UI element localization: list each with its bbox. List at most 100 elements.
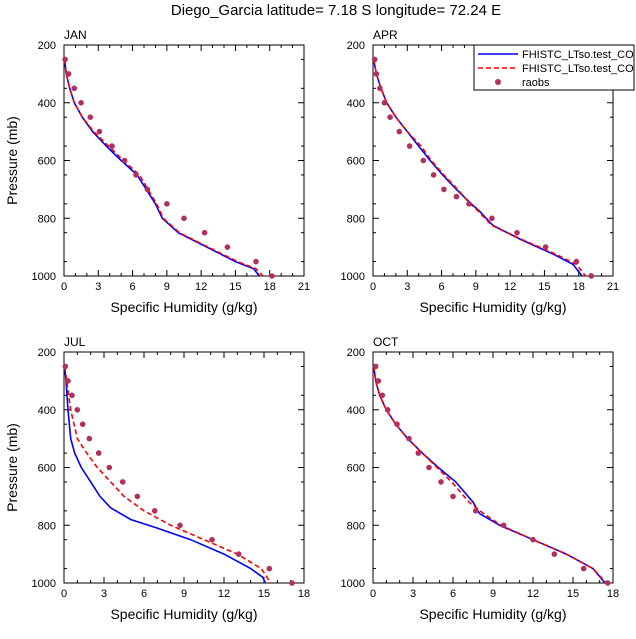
raobs-point xyxy=(95,450,102,456)
x-tick-label: 21 xyxy=(607,281,619,293)
panel-title: OCT xyxy=(373,335,399,349)
x-tick-label: 3 xyxy=(95,281,101,293)
raobs-point xyxy=(489,215,495,222)
panel-title: JUL xyxy=(64,335,86,349)
x-tick-label: 15 xyxy=(567,588,579,600)
y-tick-label: 800 xyxy=(347,213,365,225)
legend-label: FHISTC_LTso.test_CO xyxy=(522,63,634,75)
raobs-point xyxy=(551,551,558,557)
x-tick-label: 0 xyxy=(370,281,376,293)
raobs-point xyxy=(62,56,68,63)
x-tick-label: 12 xyxy=(527,588,539,600)
x-tick-label: 0 xyxy=(370,588,376,600)
raobs-point xyxy=(235,551,242,557)
panel-title: JAN xyxy=(64,28,87,42)
panel-jul: 0 3 6 9 12 15 18 200 400 600 800 1000 JUL Specific Hu… xyxy=(4,335,310,622)
raobs-point xyxy=(65,71,72,77)
x-tick-label: 0 xyxy=(61,281,67,293)
x-tick-label: 3 xyxy=(101,588,107,600)
panel-title: APR xyxy=(373,28,398,42)
y-axis-label: Pressure (mb) xyxy=(4,116,20,205)
raobs-point xyxy=(269,273,275,279)
raobs-point xyxy=(406,435,412,442)
legend-label: raobs xyxy=(522,77,550,89)
y-tick-label: 1000 xyxy=(32,578,56,590)
raobs-point xyxy=(372,363,379,370)
raobs-point xyxy=(580,565,587,572)
y-tick-label: 800 xyxy=(38,520,56,532)
raobs-point xyxy=(406,143,413,149)
y-tick-label: 200 xyxy=(38,347,56,359)
raobs-point xyxy=(375,378,382,384)
raobs-point xyxy=(62,363,69,370)
series-line-dashed xyxy=(373,366,607,583)
raobs-point xyxy=(71,85,78,92)
plot-frame xyxy=(372,351,614,584)
series-line-solid xyxy=(64,366,267,583)
x-tick-label: 9 xyxy=(473,281,479,293)
raobs-point xyxy=(604,580,611,586)
x-tick-label: 6 xyxy=(141,588,147,600)
y-tick-label: 400 xyxy=(347,405,365,417)
panel-oct: 0 3 6 9 12 15 18 200 400 600 800 1000 OCT Specific Hu… xyxy=(341,335,620,622)
y-tick-label: 1000 xyxy=(32,271,56,283)
raobs-point xyxy=(74,407,81,413)
raobs-point xyxy=(69,392,75,399)
raobs-point xyxy=(373,71,380,77)
raobs-point xyxy=(87,114,94,120)
raobs-point xyxy=(384,407,391,413)
raobs-point xyxy=(396,128,403,135)
raobs-point xyxy=(379,392,386,399)
panels: 0 3 6 9 12 15 18 21 200 400 600 800 1000 JAN Specific … xyxy=(4,28,619,622)
raobs-point xyxy=(514,229,520,236)
raobs-point xyxy=(78,100,84,106)
raobs-point xyxy=(106,464,113,471)
raobs-point xyxy=(79,421,86,428)
raobs-point xyxy=(151,508,158,514)
y-tick-label: 200 xyxy=(347,40,365,52)
x-tick-label: 3 xyxy=(404,281,410,293)
panel-apr: 0 3 6 9 12 15 18 21 200 400 600 800 1000 APR Specific … xyxy=(341,28,620,315)
raobs-point xyxy=(430,172,437,178)
raobs-point xyxy=(588,273,595,279)
x-axis-label: Specific Humidity (g/kg) xyxy=(110,299,257,315)
series-line-dashed xyxy=(64,59,264,276)
raobs-point xyxy=(119,479,126,485)
raobs-point xyxy=(542,244,549,250)
raobs-point xyxy=(201,229,208,236)
raobs-point xyxy=(466,201,472,207)
raobs-point xyxy=(377,85,383,92)
raobs-point xyxy=(472,508,479,514)
y-tick-label: 400 xyxy=(347,98,365,110)
raobs-point xyxy=(450,493,456,500)
x-tick-label: 12 xyxy=(218,588,230,600)
series-line-dashed xyxy=(64,366,272,583)
raobs-point xyxy=(441,186,447,193)
raobs-point xyxy=(266,565,273,572)
raobs-point xyxy=(181,215,187,222)
x-tick-label: 18 xyxy=(264,281,276,293)
raobs-point xyxy=(96,128,103,135)
x-tick-label: 12 xyxy=(195,281,207,293)
legend-box xyxy=(473,44,635,91)
x-tick-label: 9 xyxy=(490,588,496,600)
x-tick-label: 3 xyxy=(410,588,416,600)
y-tick-label: 600 xyxy=(38,156,56,168)
y-tick-label: 400 xyxy=(38,98,56,110)
raobs-point xyxy=(121,157,128,164)
y-tick-label: 600 xyxy=(347,156,365,168)
x-tick-label: 15 xyxy=(258,588,270,600)
y-tick-label: 800 xyxy=(38,213,56,225)
raobs-point xyxy=(164,201,170,207)
raobs-point xyxy=(86,435,93,442)
raobs-point xyxy=(65,378,71,384)
x-tick-label: 15 xyxy=(229,281,241,293)
x-axis-label: Specific Humidity (g/kg) xyxy=(110,606,257,622)
raobs-point xyxy=(420,157,427,164)
x-tick-label: 12 xyxy=(504,281,516,293)
panel-jan: 0 3 6 9 12 15 18 21 200 400 600 800 1000 JAN Specific … xyxy=(4,28,310,315)
series-line-dashed xyxy=(373,59,587,276)
raobs-point xyxy=(573,258,580,265)
plot-frame xyxy=(63,44,305,277)
